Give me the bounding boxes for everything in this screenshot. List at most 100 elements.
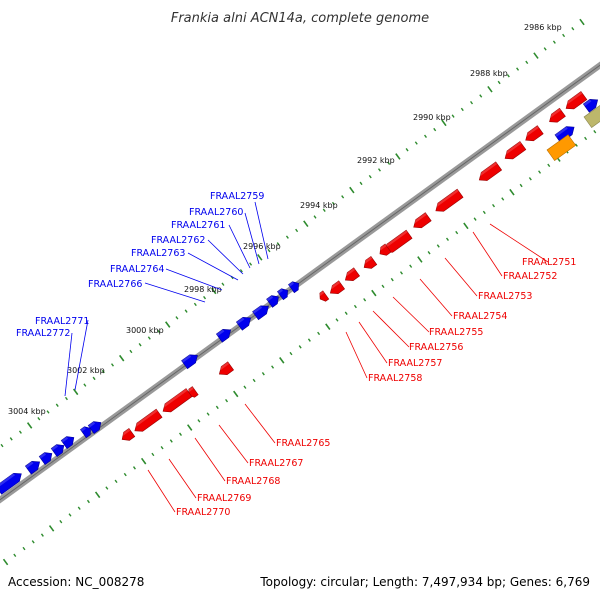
gene-forward[interactable]	[582, 96, 600, 113]
gene-reverse[interactable]	[502, 141, 527, 162]
gene-forward-shade	[61, 436, 69, 443]
scale-tick-minor	[470, 100, 474, 105]
gene-label-fraal2757[interactable]: FRAAL2757	[388, 358, 442, 369]
gene-reverse[interactable]	[216, 361, 235, 378]
gene-label-fraal2766[interactable]: FRAAL2766	[88, 279, 142, 290]
gene-forward[interactable]	[0, 470, 24, 495]
gene-forward[interactable]	[215, 326, 233, 343]
scale-tick-minor	[414, 141, 418, 145]
scale-tick-minor	[18, 430, 22, 434]
gene-label-fraal2762[interactable]: FRAAL2762	[151, 235, 205, 246]
gene-forward[interactable]	[252, 302, 272, 321]
gene-reverse-shade	[546, 108, 562, 120]
scale-tick-minor	[492, 203, 496, 208]
gene-label-fraal2758[interactable]: FRAAL2758	[368, 373, 422, 384]
scale-tick-minor	[64, 396, 68, 401]
gene-label-fraal2764[interactable]: FRAAL2764	[110, 264, 164, 275]
gene-label-fraal2752[interactable]: FRAAL2752	[503, 271, 557, 282]
scale-tick-minor	[0, 443, 4, 448]
gene-reverse-shade	[381, 230, 408, 250]
gene-reverse-shade	[377, 244, 387, 252]
gene-forward[interactable]	[50, 441, 67, 457]
gene-forward[interactable]	[288, 279, 301, 294]
scale-tick-minor	[451, 114, 455, 118]
scale-tick-minor	[377, 168, 381, 172]
gene-forward[interactable]	[266, 293, 282, 308]
gene-label-fraal2753[interactable]: FRAAL2753	[478, 291, 532, 302]
gene-reverse[interactable]	[132, 408, 163, 435]
scale-tick-minor	[543, 47, 547, 51]
gene-forward-shade	[236, 317, 245, 325]
feature-orange[interactable]	[546, 134, 577, 161]
scale-tick-minor	[197, 419, 201, 423]
gene-reverse[interactable]	[342, 267, 361, 284]
gene-forward[interactable]	[60, 433, 77, 449]
gene-forward[interactable]	[235, 314, 253, 331]
gene-label-fraal2768[interactable]: FRAAL2768	[226, 476, 280, 487]
gene-forward[interactable]	[181, 351, 201, 370]
scale-tick-minor	[460, 107, 464, 112]
gene-label-fraal2770[interactable]: FRAAL2770	[176, 507, 230, 518]
scale-tick-minor	[479, 94, 483, 98]
gene-reverse[interactable]	[476, 161, 503, 184]
gene-label-fraal2761[interactable]: FRAAL2761	[171, 220, 225, 231]
scale-tick-minor	[193, 302, 197, 307]
scale-tick-minor	[574, 143, 578, 147]
gene-reverse[interactable]	[563, 91, 588, 112]
scale-tick-minor	[151, 452, 155, 457]
gene-reverse[interactable]	[377, 243, 392, 258]
gene-forward[interactable]	[24, 458, 42, 475]
gene-label-fraal2772[interactable]: FRAAL2772	[16, 328, 70, 339]
genome-summary-text: Topology: circular; Length: 7,497,934 bp…	[259, 575, 590, 589]
gene-reverse-shade	[476, 161, 498, 179]
scale-tick-minor	[409, 264, 413, 268]
gene-reverse[interactable]	[411, 212, 432, 232]
scale-tick-minor	[538, 170, 542, 174]
scale-tick-major	[487, 85, 493, 93]
gene-forward[interactable]	[80, 424, 93, 439]
scale-label: 2990 kbp	[413, 113, 451, 122]
gene-forward-shade	[277, 288, 283, 294]
gene-forward[interactable]	[277, 286, 290, 301]
scale-tick-minor	[203, 295, 207, 300]
gene-label-fraal2765[interactable]: FRAAL2765	[276, 438, 330, 449]
scale-tick-minor	[175, 316, 179, 320]
special-features	[546, 101, 600, 161]
gene-reverse[interactable]	[361, 256, 378, 271]
scale-tick-minor	[307, 338, 311, 342]
gene-label-fraal2759[interactable]: FRAAL2759	[210, 191, 264, 202]
scale-tick-minor	[22, 546, 26, 551]
gene-label-fraal2763[interactable]: FRAAL2763	[131, 248, 185, 259]
gene-label-fraal2771[interactable]: FRAAL2771	[35, 316, 89, 327]
scale-tick-minor	[40, 533, 44, 537]
gene-label-fraal2754[interactable]: FRAAL2754	[453, 311, 507, 322]
scale-label: 2988 kbp	[470, 69, 508, 78]
scale-labels: 2986 kbp 2988 kbp 2990 kbp 2992 kbp 2994…	[8, 23, 562, 416]
gene-label-fraal2767[interactable]: FRAAL2767	[249, 458, 303, 469]
gene-reverse[interactable]	[523, 125, 544, 145]
scale-tick-minor	[157, 329, 161, 334]
gene-reverse[interactable]	[317, 290, 330, 303]
scale-tick-minor	[267, 248, 271, 253]
scale-ticks-outer	[0, 18, 585, 448]
gene-label-fraal2760[interactable]: FRAAL2760	[189, 207, 243, 218]
gene-reverse[interactable]	[433, 188, 464, 215]
gene-forward[interactable]	[38, 449, 55, 465]
gene-reverse[interactable]	[327, 280, 346, 297]
gene-label-fraal2755[interactable]: FRAAL2755	[429, 327, 483, 338]
scale-tick-minor	[147, 336, 151, 340]
scale-tick-minor	[528, 177, 532, 181]
scale-tick-major	[165, 321, 171, 328]
gene-forward-shade	[181, 354, 192, 363]
scale-tick-major	[325, 323, 331, 330]
scale-tick-major	[417, 256, 423, 263]
feature-khaki[interactable]	[583, 101, 600, 128]
gene-label-fraal2751[interactable]: FRAAL2751	[522, 257, 576, 268]
gene-reverse[interactable]	[119, 428, 136, 443]
scale-tick-minor	[381, 284, 385, 289]
gene-reverse[interactable]	[547, 107, 566, 125]
gene-label-fraal2769[interactable]: FRAAL2769	[197, 493, 251, 504]
gene-forward[interactable]	[87, 418, 104, 434]
gene-reverse[interactable]	[160, 388, 193, 416]
gene-label-fraal2756[interactable]: FRAAL2756	[409, 342, 463, 353]
